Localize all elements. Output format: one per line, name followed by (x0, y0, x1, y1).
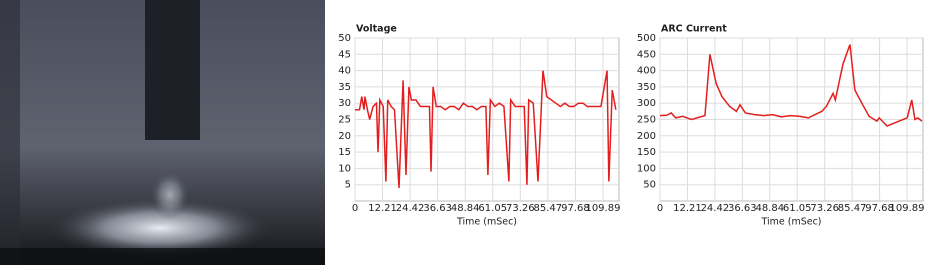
x-tick-label: 48.84 (755, 203, 784, 214)
x-tick-label: 61.05 (783, 203, 812, 214)
y-tick-label: 40 (338, 66, 351, 77)
chart-title: ARC Current (661, 24, 727, 35)
x-tick-label: 0 (657, 203, 663, 214)
y-tick-label: 150 (637, 147, 656, 158)
y-tick-label: 500 (637, 33, 656, 44)
x-tick-label: 85.47 (838, 203, 867, 214)
y-tick-label: 300 (637, 98, 656, 109)
y-tick-label: 50 (643, 180, 656, 191)
x-tick-label: 24.42 (396, 203, 425, 214)
x-tick-label: 36.63 (423, 203, 452, 214)
x-tick-label: 109.89 (585, 203, 620, 214)
y-tick-label: 45 (338, 49, 351, 60)
y-tick-label: 100 (637, 163, 656, 174)
y-tick-label: 50 (338, 33, 351, 44)
y-tick-label: 20 (338, 131, 351, 142)
x-tick-label: 36.63 (728, 203, 757, 214)
x-tick-label: 0 (352, 203, 358, 214)
x-tick-label: 109.89 (890, 203, 925, 214)
y-tick-label: 250 (637, 115, 656, 126)
data-line (659, 44, 923, 127)
x-axis-title: Time (mSec) (456, 217, 517, 228)
x-tick-label: 12.21 (368, 203, 397, 214)
x-tick-label: 97.68 (865, 203, 894, 214)
y-tick-label: 35 (338, 82, 351, 93)
y-tick-label: 10 (338, 163, 351, 174)
x-tick-label: 48.84 (451, 203, 480, 214)
y-tick-label: 400 (637, 66, 656, 77)
y-tick-label: 25 (338, 115, 351, 126)
x-tick-label: 97.68 (561, 203, 590, 214)
y-tick-label: 5 (345, 180, 351, 191)
y-tick-label: 30 (338, 98, 351, 109)
y-tick-label: 450 (637, 49, 656, 60)
x-axis-title: Time (mSec) (760, 217, 821, 228)
x-tick-label: 73.26 (506, 203, 535, 214)
camera-image (0, 0, 325, 265)
x-tick-label: 85.47 (534, 203, 563, 214)
x-tick-label: 61.05 (478, 203, 507, 214)
y-tick-label: 15 (338, 147, 351, 158)
x-tick-label: 12.21 (673, 203, 702, 214)
data-line (355, 70, 617, 189)
chart-title: Voltage (356, 24, 397, 35)
x-tick-label: 73.26 (810, 203, 839, 214)
y-tick-label: 350 (637, 82, 656, 93)
x-tick-label: 24.42 (701, 203, 730, 214)
y-tick-label: 200 (637, 131, 656, 142)
